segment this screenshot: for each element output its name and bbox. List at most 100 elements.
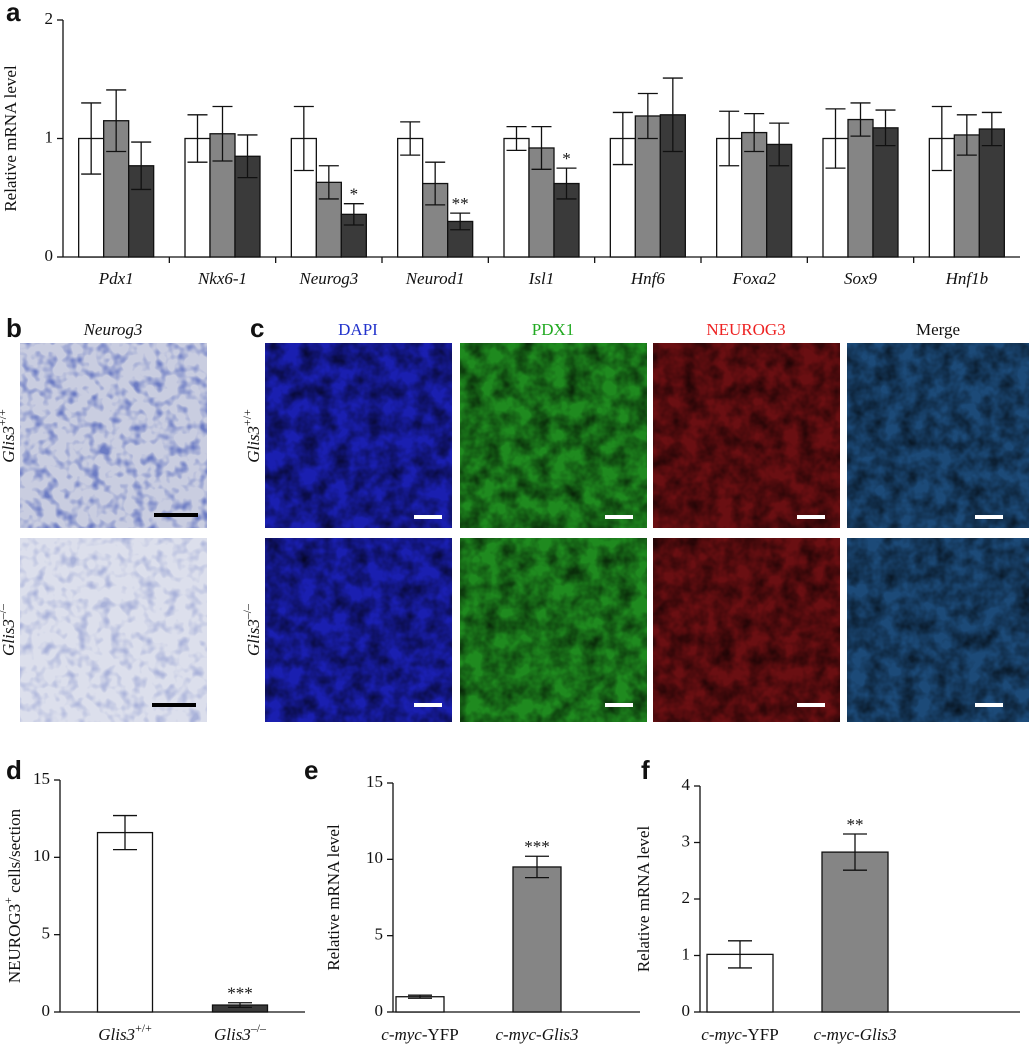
y-axis-label: Relative mRNA level [324,824,343,971]
significance: * [350,185,359,204]
column-title: DAPI [338,320,378,339]
error-bar [531,126,552,170]
significance: * [562,149,571,168]
bar [397,137,424,258]
y-tick-label: 4 [682,775,691,794]
significance: *** [524,837,550,856]
error-bar [293,105,314,172]
significance: ** [452,194,469,213]
error-bar [769,122,790,167]
error-bar [237,134,258,179]
error-bar [956,114,977,156]
x-tick-label: Neurog3 [298,269,358,288]
x-tick-label: Pdx1 [98,269,134,288]
error-bar [187,114,208,163]
panel-label: a [6,0,21,27]
column-title: NEUROG3 [706,320,785,339]
error-bar [408,994,432,999]
error-bar [931,105,952,172]
y-axis-label: NEUROG3+ cells/section [1,808,24,983]
y-tick-label: 2 [45,9,54,28]
bar [503,137,530,258]
scale-bars [414,515,1003,707]
bar [978,128,1005,258]
row-label: Glis3+/+ [0,409,18,463]
error-bar [850,102,871,137]
error-bar [843,833,867,871]
significance: *** [227,984,253,1003]
y-axis-label: Relative mRNA level [1,65,20,212]
image-title: Neurog3 [83,320,143,339]
bar [96,831,154,1013]
row-label: Glis3+/+ [240,409,263,463]
error-bar [506,126,527,151]
error-bar [719,110,740,167]
x-tick-label: Neurod1 [405,269,465,288]
x-tick-label: c-myc-YFP [381,1025,458,1044]
panel-label: c [250,313,264,343]
column-title: PDX1 [532,320,575,339]
bar [821,851,889,1013]
x-tick-label: Isl1 [528,269,555,288]
x-tick-label: Nkx6-1 [197,269,247,288]
panel-label: b [6,313,22,343]
y-tick-label: 1 [45,127,54,146]
error-bar [875,109,896,147]
x-tick-label: Glis3+/+ [98,1021,152,1044]
bar [512,866,562,1013]
x-tick-label: c-myc-Glis3 [495,1025,578,1044]
y-tick-label: 10 [33,846,50,865]
panel-c-images [265,343,1029,723]
x-tick-label: Glis3–/– [214,1021,267,1044]
y-tick-label: 0 [42,1001,51,1020]
x-tick-label: Hnf6 [630,269,666,288]
y-tick-label: 5 [42,924,51,943]
error-bar [212,105,233,162]
panel-label: f [641,755,650,785]
error-bar [450,212,471,231]
error-bar [981,111,1002,147]
panel-b-images [20,343,207,722]
error-bar [343,203,364,226]
x-tick-label: Sox9 [844,269,878,288]
y-tick-label: 0 [375,1001,384,1020]
y-tick-label: 15 [366,772,383,791]
y-axis-label: Relative mRNA level [634,826,653,973]
error-bar [425,161,446,206]
error-bar [612,111,633,166]
bar [872,127,899,258]
error-bar [400,121,421,156]
bar [395,996,445,1013]
x-tick-label: Hnf1b [945,269,989,288]
error-bar [106,89,127,153]
error-bar [637,92,658,140]
row-label: Glis3–/– [0,603,18,656]
column-title: Merge [916,320,960,339]
ish-texture [20,538,207,722]
panel-label: e [304,755,318,785]
row-label: Glis3–/– [240,603,263,656]
ish-texture [20,343,207,528]
y-tick-label: 3 [682,831,691,850]
error-bar [728,940,752,969]
error-bar [525,855,549,879]
error-bar [228,1002,252,1009]
y-tick-label: 1 [682,944,691,963]
error-bar [825,108,846,169]
error-bar [113,814,137,851]
y-tick-label: 15 [33,769,50,788]
error-bar [318,165,339,200]
error-bar [131,141,152,191]
x-tick-label: Foxa2 [731,269,776,288]
panel-label: d [6,755,22,785]
bar [741,131,768,258]
y-tick-label: 5 [375,925,384,944]
error-bar [744,112,765,153]
error-bar [556,167,577,200]
y-tick-label: 2 [682,888,691,907]
bar [847,118,874,258]
x-tick-label: c-myc-Glis3 [813,1025,896,1044]
x-tick-label: c-myc-YFP [701,1025,778,1044]
significance: ** [847,815,864,834]
